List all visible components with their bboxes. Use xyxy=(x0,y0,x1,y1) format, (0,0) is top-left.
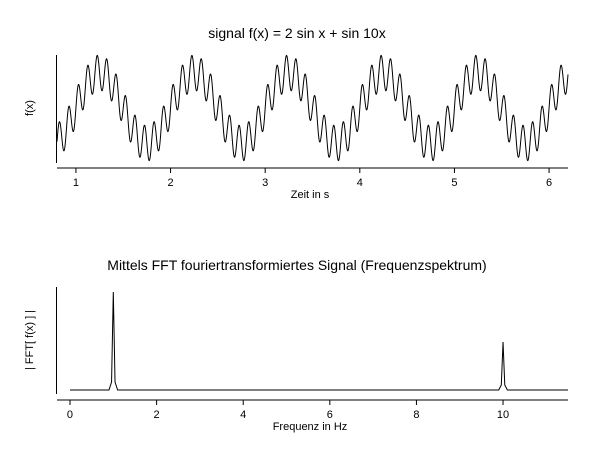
signal-plot-axes xyxy=(56,55,568,169)
spectrum-x-axis-label: Frequenz in Hz xyxy=(273,421,348,433)
x-tick-label: 0 xyxy=(67,409,73,421)
signal-plot: signal f(x) = 2 sin x + sin 10x 1 2 3 4 5 6 Z… xyxy=(24,25,569,201)
signal-series-line xyxy=(56,54,569,162)
signal-x-axis-label: Zeit in s xyxy=(291,189,330,201)
x-tick-label: 1 xyxy=(73,177,79,189)
spectrum-plot-axes xyxy=(56,287,568,401)
spectrum-series-line xyxy=(69,291,568,391)
x-tick-label: 4 xyxy=(240,409,246,421)
spectrum-plot-title: Mittels FFT fouriertransformiertes Signa… xyxy=(107,257,486,273)
x-tick-label: 8 xyxy=(413,409,419,421)
x-tick-label: 4 xyxy=(357,177,363,189)
x-tick-label: 2 xyxy=(167,177,173,189)
spectrum-y-axis-label: | FFT[ f(x) ] | xyxy=(24,310,36,370)
x-tick-label: 3 xyxy=(262,177,268,189)
x-tick-label: 10 xyxy=(497,409,509,421)
x-tick-label: 6 xyxy=(327,409,333,421)
x-tick-label: 6 xyxy=(546,177,552,189)
x-tick-label: 2 xyxy=(154,409,160,421)
x-tick-label: 5 xyxy=(451,177,457,189)
spectrum-x-ticks: 0 2 4 6 8 10 xyxy=(67,400,509,421)
spectrum-plot: Mittels FFT fouriertransformiertes Signa… xyxy=(24,257,568,433)
signal-y-axis-label: f(x) xyxy=(24,100,36,116)
signal-plot-title: signal f(x) = 2 sin x + sin 10x xyxy=(208,25,385,41)
signal-x-ticks: 1 2 3 4 5 6 xyxy=(73,168,552,189)
